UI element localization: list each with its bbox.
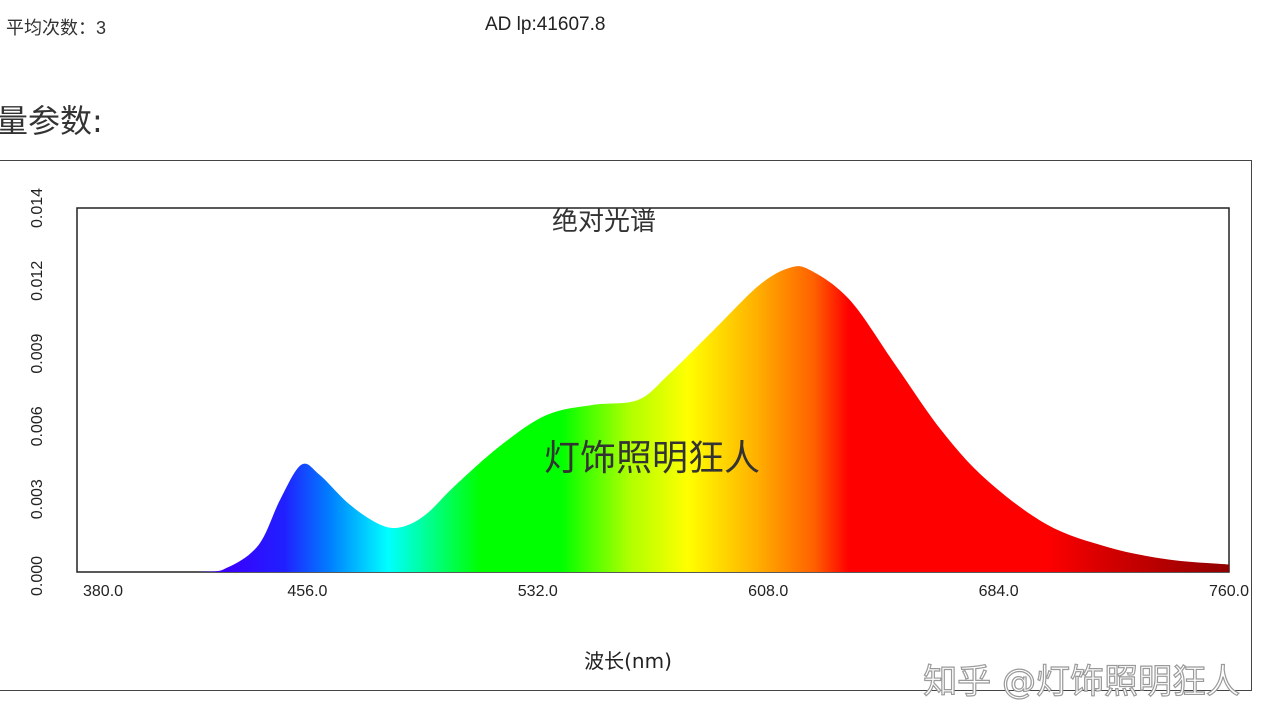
y-tick-label: 0.014 xyxy=(29,188,46,228)
section-title: 量参数: xyxy=(0,102,103,140)
x-tick-label: 380.0 xyxy=(83,583,123,600)
spectrum-area xyxy=(77,266,1229,572)
x-tick-label: 760.0 xyxy=(1209,583,1249,600)
x-tick-label: 608.0 xyxy=(748,583,788,600)
y-tick-label: 0.009 xyxy=(29,333,46,373)
chart-frame xyxy=(0,160,1252,691)
ad-lp-value: AD lp:41607.8 xyxy=(485,14,606,35)
y-tick-label: 0.003 xyxy=(29,479,46,519)
average-count: 平均次数：3 xyxy=(6,18,107,38)
y-tick-label: 0.006 xyxy=(29,406,46,446)
x-tick-label: 684.0 xyxy=(979,583,1019,600)
x-tick-label: 532.0 xyxy=(518,583,558,600)
y-tick-label: 0.012 xyxy=(29,261,46,301)
zhihu-watermark: 知乎 @灯饰照明狂人 xyxy=(923,661,1241,702)
x-axis-label: 波长(nm) xyxy=(584,649,672,673)
chart-title: 绝对光谱 xyxy=(552,207,656,237)
center-watermark: 灯饰照明狂人 xyxy=(544,438,760,479)
x-tick-label: 456.0 xyxy=(287,583,327,600)
y-tick-label: 0.000 xyxy=(29,556,46,596)
